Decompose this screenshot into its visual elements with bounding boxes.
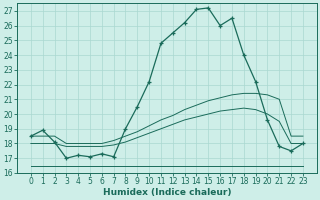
X-axis label: Humidex (Indice chaleur): Humidex (Indice chaleur) bbox=[103, 188, 231, 197]
